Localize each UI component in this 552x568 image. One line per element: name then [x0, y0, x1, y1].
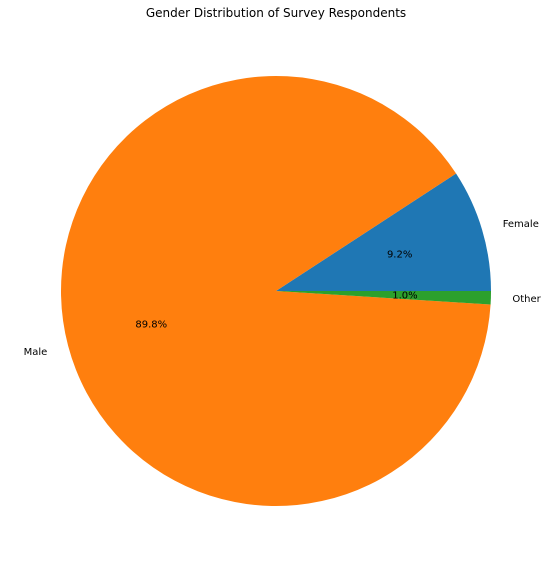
- slice-label-male: Male: [24, 347, 48, 358]
- pie-labels: Female 9.2% Male 89.8% Other 1.0%: [24, 219, 542, 358]
- slice-label-female: Female: [503, 219, 539, 230]
- chart-title: Gender Distribution of Survey Respondent…: [146, 6, 406, 20]
- pie-slice-male: [61, 76, 491, 507]
- slice-percent-other: 1.0%: [392, 291, 417, 302]
- slice-label-other: Other: [512, 294, 541, 305]
- pie-slices: [61, 76, 492, 507]
- pie-slice-other: [276, 291, 492, 305]
- slice-percent-female: 9.2%: [387, 250, 412, 261]
- slice-percent-male: 89.8%: [135, 319, 167, 330]
- pie-slice-female: [276, 173, 491, 291]
